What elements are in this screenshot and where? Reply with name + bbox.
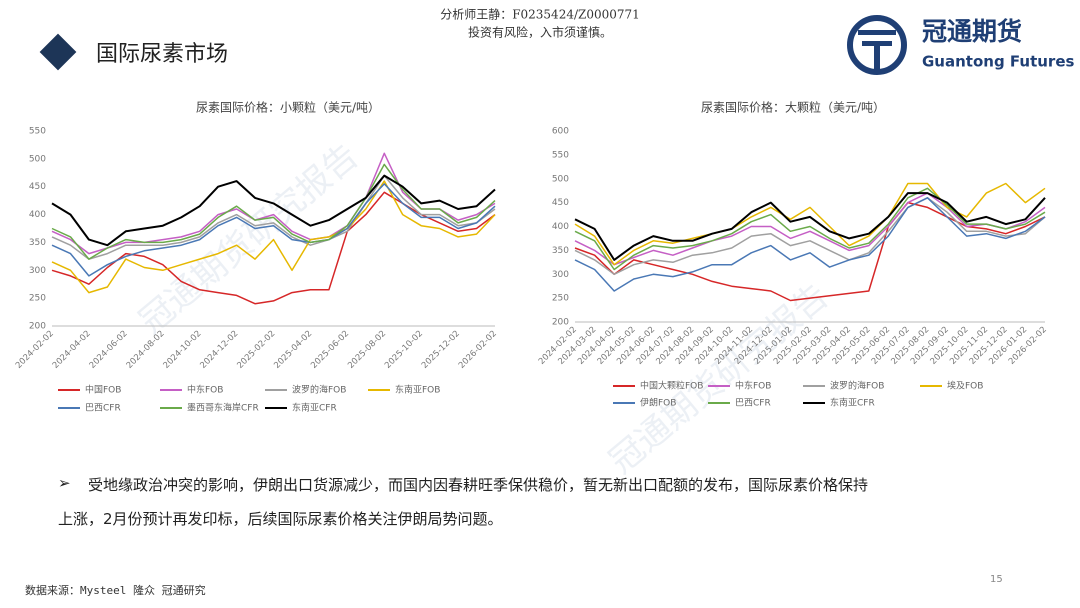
legend-label: 埃及FOB bbox=[947, 380, 983, 392]
legend-label: 波罗的海FOB bbox=[830, 380, 884, 392]
y-tick-label: 550 bbox=[29, 127, 46, 137]
series-line bbox=[51, 174, 496, 260]
page-title: 国际尿素市场 bbox=[96, 42, 228, 67]
x-tick-label: 2025-12-02 bbox=[420, 329, 462, 371]
logo bbox=[847, 15, 907, 75]
series-line bbox=[574, 197, 1046, 276]
legend-label: 波罗的海FOB bbox=[292, 384, 346, 396]
y-tick-label: 200 bbox=[552, 318, 569, 328]
legend-label: 中东FOB bbox=[735, 380, 771, 392]
series-line bbox=[51, 174, 496, 247]
series-line bbox=[574, 182, 1046, 266]
legend-label: 墨西哥东海岸CFR bbox=[187, 402, 259, 414]
chart-title: 尿素国际价格：小颗粒（美元/吨） bbox=[196, 100, 380, 115]
x-tick-label: 2024-12-02 bbox=[198, 329, 240, 371]
x-tick-label: 2025-08-02 bbox=[346, 329, 388, 371]
y-tick-label: 550 bbox=[552, 150, 569, 160]
y-tick-label: 350 bbox=[29, 238, 46, 248]
logo-cn: 冠通期货 bbox=[922, 17, 1022, 46]
risk-note: 投资有风险，入市须谨慎。 bbox=[468, 25, 612, 40]
body-line: 受地缘政治冲突的影响，伊朗出口货源减少，而国内因春耕旺季保供稳价，暂无新出口配额… bbox=[88, 476, 869, 494]
series-line bbox=[574, 187, 1046, 271]
x-tick-label: 2025-04-02 bbox=[272, 329, 314, 371]
watermark: 冠通期货研究报告 bbox=[602, 276, 836, 481]
x-tick-label: 2025-06-02 bbox=[309, 329, 351, 371]
x-tick-label: 2024-08-02 bbox=[125, 329, 167, 371]
legend-label: 东南亚CFR bbox=[830, 397, 875, 409]
title-diamond bbox=[39, 33, 77, 71]
series-line bbox=[574, 192, 1046, 266]
y-tick-label: 450 bbox=[552, 198, 569, 208]
legend-label: 伊朗FOB bbox=[640, 397, 676, 409]
legend-label: 东南亚FOB bbox=[395, 384, 440, 396]
legend-label: 中国大颗粒FOB bbox=[640, 380, 703, 392]
logo-en: Guantong Futures bbox=[922, 53, 1075, 71]
series-line bbox=[51, 163, 496, 260]
y-tick-label: 250 bbox=[552, 294, 569, 304]
legend-label: 中国FOB bbox=[85, 384, 121, 396]
x-tick-label: 2025-02-02 bbox=[235, 329, 277, 371]
x-tick-label: 2024-06-02 bbox=[88, 329, 130, 371]
y-tick-label: 500 bbox=[29, 154, 46, 164]
chart-title: 尿素国际价格：大颗粒（美元/吨） bbox=[701, 100, 885, 115]
legend-label: 巴西CFR bbox=[735, 398, 771, 409]
series-line bbox=[574, 197, 1046, 292]
x-tick-label: 2024-02-02 bbox=[14, 329, 56, 371]
series-line bbox=[51, 180, 496, 294]
legend-label: 东南亚CFR bbox=[292, 402, 337, 414]
y-tick-label: 500 bbox=[552, 174, 569, 184]
x-tick-label: 2025-10-02 bbox=[383, 329, 425, 371]
legend-label: 中东FOB bbox=[187, 384, 223, 396]
bullet: ➢ bbox=[58, 474, 71, 492]
x-tick-label: 2024-10-02 bbox=[162, 329, 204, 371]
y-tick-label: 300 bbox=[29, 266, 46, 276]
y-tick-label: 450 bbox=[29, 182, 46, 192]
y-tick-label: 400 bbox=[29, 210, 46, 220]
analyst: 分析师王静：F0235424/Z0000771 bbox=[440, 8, 640, 22]
y-tick-label: 400 bbox=[552, 222, 569, 232]
y-tick-label: 600 bbox=[552, 127, 569, 137]
legend-label: 巴西CFR bbox=[85, 403, 121, 414]
y-tick-label: 300 bbox=[552, 270, 569, 280]
series-line bbox=[51, 183, 496, 277]
y-tick-label: 250 bbox=[29, 294, 46, 304]
series-line bbox=[574, 192, 1046, 261]
page-number: 15 bbox=[990, 574, 1003, 585]
y-tick-label: 350 bbox=[552, 246, 569, 256]
body-line: 上涨，2月份预计再发印标，后续国际尿素价格关注伊朗局势问题。 bbox=[58, 510, 503, 528]
source: 数据来源：Mysteel 隆众 冠通研究 bbox=[25, 583, 206, 597]
x-tick-label: 2024-04-02 bbox=[51, 329, 93, 371]
y-tick-label: 200 bbox=[29, 322, 46, 332]
x-tick-label: 2026-02-02 bbox=[457, 329, 499, 371]
